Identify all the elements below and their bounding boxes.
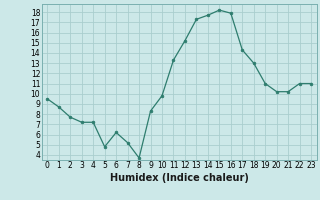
X-axis label: Humidex (Indice chaleur): Humidex (Indice chaleur) xyxy=(110,173,249,183)
